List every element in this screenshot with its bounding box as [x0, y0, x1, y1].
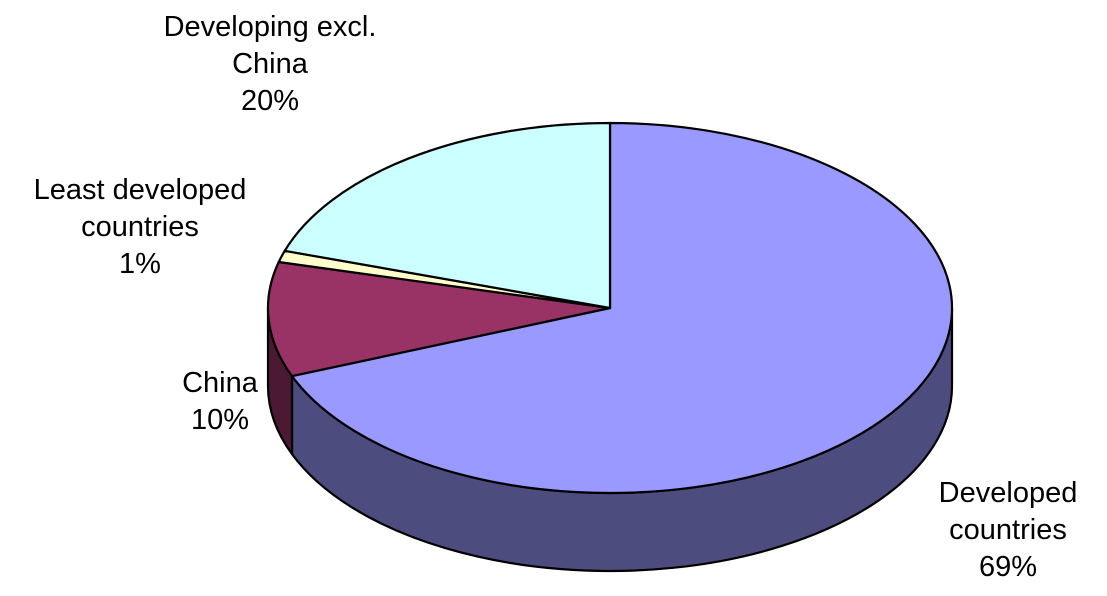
label-least-developed-countries: Least developed countries 1% [33, 174, 247, 280]
pie-slice-china [266, 260, 612, 378]
label-developing-excl-china: Developing excl. China 20% [163, 11, 377, 117]
label-developed-countries: Developed countries 69% [938, 477, 1078, 583]
pie-slice-developing-excl-china [283, 121, 612, 310]
pie-top-slices [266, 121, 954, 495]
pie-slice-developed-countries [290, 121, 954, 495]
label-china: China 10% [182, 367, 258, 436]
